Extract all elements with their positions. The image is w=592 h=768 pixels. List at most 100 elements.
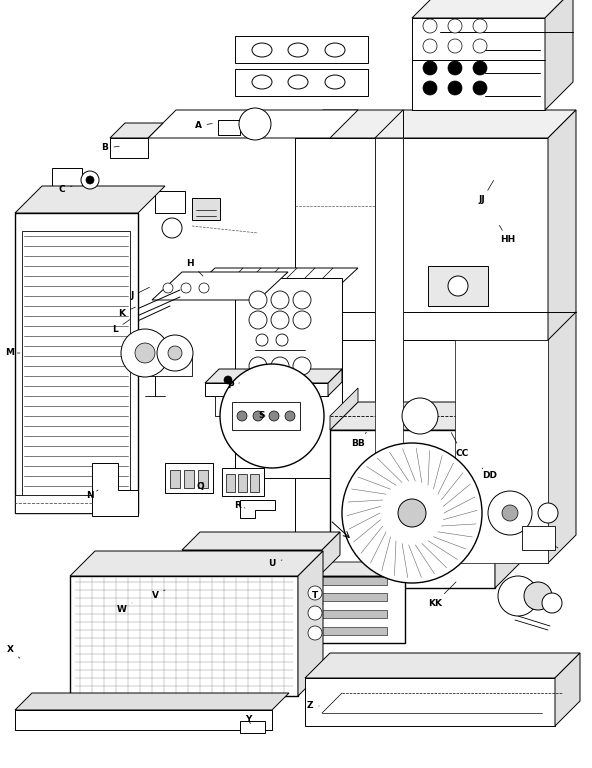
Circle shape <box>498 576 538 616</box>
Bar <box>288 396 306 416</box>
Text: Q: Q <box>196 482 204 491</box>
Polygon shape <box>545 0 573 110</box>
Bar <box>238 474 247 492</box>
Circle shape <box>502 505 518 521</box>
Circle shape <box>398 499 426 527</box>
Circle shape <box>448 276 468 296</box>
Circle shape <box>162 218 182 238</box>
Polygon shape <box>205 383 328 396</box>
Circle shape <box>249 357 267 375</box>
Circle shape <box>473 39 487 53</box>
Polygon shape <box>330 430 495 588</box>
Circle shape <box>121 329 169 377</box>
Text: K: K <box>118 307 136 317</box>
Circle shape <box>542 593 562 613</box>
Ellipse shape <box>325 43 345 57</box>
Circle shape <box>135 343 155 363</box>
Text: Y: Y <box>245 716 251 724</box>
Circle shape <box>237 411 247 421</box>
Ellipse shape <box>325 75 345 89</box>
Ellipse shape <box>288 43 308 57</box>
Text: KK: KK <box>428 582 456 607</box>
Bar <box>15 495 138 513</box>
Circle shape <box>293 311 311 329</box>
Polygon shape <box>455 340 548 563</box>
Text: C: C <box>59 186 72 194</box>
Bar <box>184 470 194 488</box>
Circle shape <box>276 334 288 346</box>
Circle shape <box>285 411 295 421</box>
Circle shape <box>253 411 263 421</box>
Circle shape <box>308 606 322 620</box>
Text: L: L <box>112 319 130 335</box>
Polygon shape <box>15 213 138 513</box>
Text: Z: Z <box>307 701 319 710</box>
Text: M: M <box>5 349 20 357</box>
Polygon shape <box>295 138 548 563</box>
Polygon shape <box>182 550 322 573</box>
Polygon shape <box>495 402 523 588</box>
Polygon shape <box>305 653 580 678</box>
Polygon shape <box>330 402 523 430</box>
Circle shape <box>269 411 279 421</box>
Polygon shape <box>555 653 580 726</box>
Text: A: A <box>195 121 213 131</box>
Bar <box>250 474 259 492</box>
Ellipse shape <box>252 43 272 57</box>
Bar <box>155 191 185 213</box>
Polygon shape <box>295 110 576 138</box>
Polygon shape <box>185 268 358 296</box>
Polygon shape <box>148 110 358 138</box>
Polygon shape <box>308 576 405 643</box>
Circle shape <box>473 81 487 95</box>
Text: W: W <box>117 603 132 614</box>
Polygon shape <box>70 551 323 576</box>
Ellipse shape <box>288 75 308 89</box>
Text: S: S <box>259 412 265 421</box>
Text: N: N <box>86 490 98 501</box>
Text: CC: CC <box>451 432 469 458</box>
Bar <box>428 266 488 306</box>
Text: H: H <box>186 259 203 276</box>
Polygon shape <box>328 369 342 396</box>
Ellipse shape <box>252 75 272 89</box>
Text: HH: HH <box>500 225 516 244</box>
Circle shape <box>157 335 193 371</box>
Circle shape <box>224 376 232 384</box>
Text: JJ: JJ <box>478 180 494 204</box>
Bar <box>192 198 220 220</box>
Circle shape <box>448 39 462 53</box>
Circle shape <box>168 346 182 360</box>
Polygon shape <box>375 138 403 563</box>
Polygon shape <box>205 369 342 383</box>
Circle shape <box>293 357 311 375</box>
Polygon shape <box>522 526 555 550</box>
Bar <box>232 402 300 430</box>
Polygon shape <box>322 532 340 573</box>
Circle shape <box>538 503 558 523</box>
Circle shape <box>448 19 462 33</box>
Polygon shape <box>412 0 573 18</box>
Circle shape <box>308 626 322 640</box>
Circle shape <box>448 61 462 75</box>
Polygon shape <box>132 356 192 376</box>
Bar <box>215 396 233 416</box>
Polygon shape <box>110 123 163 138</box>
Circle shape <box>423 81 437 95</box>
Polygon shape <box>15 693 289 710</box>
Polygon shape <box>235 278 342 478</box>
Bar <box>226 474 235 492</box>
Circle shape <box>249 311 267 329</box>
Polygon shape <box>548 110 576 563</box>
Circle shape <box>163 283 173 293</box>
Circle shape <box>199 283 209 293</box>
Circle shape <box>488 491 532 535</box>
Polygon shape <box>305 678 555 726</box>
Polygon shape <box>182 532 340 550</box>
Polygon shape <box>15 186 165 213</box>
Circle shape <box>308 586 322 600</box>
Circle shape <box>293 291 311 309</box>
Circle shape <box>271 291 289 309</box>
Circle shape <box>256 334 268 346</box>
Circle shape <box>448 81 462 95</box>
